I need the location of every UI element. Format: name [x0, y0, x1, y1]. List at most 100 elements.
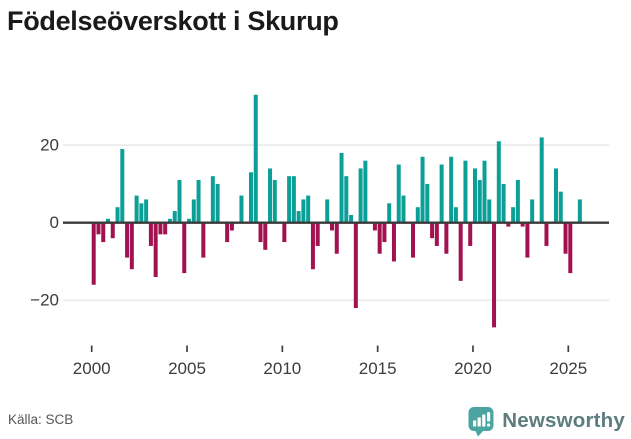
bar-2018Q2 [439, 164, 444, 223]
birth-surplus-bar-chart: 20 0 −20 2000 2005 2010 2015 2020 2025 [30, 94, 609, 378]
bar-2001Q3 [120, 149, 125, 223]
bar-2012Q3 [330, 222, 334, 231]
bar-2022Q3 [520, 222, 525, 227]
bar-2024Q3 [558, 191, 563, 223]
bar-2006Q2 [210, 176, 215, 223]
bar-2017Q1 [415, 207, 420, 223]
bar-2023Q3 [539, 137, 544, 223]
bar-2005Q4 [201, 222, 206, 258]
bar-2021Q3 [501, 183, 506, 223]
bar-2019Q4 [468, 222, 473, 246]
bar-2013Q3 [349, 214, 354, 223]
bar-2011Q2 [306, 195, 311, 223]
bar-2001Q4 [125, 222, 130, 258]
x-axis-label-2025: 2025 [549, 359, 587, 378]
bar-2005Q1 [187, 218, 192, 223]
newsworthy-wordmark: Newsworthy [502, 409, 625, 432]
bar-2020Q1 [472, 168, 477, 223]
bar-2011Q3 [310, 222, 315, 270]
bar-2004Q4 [182, 222, 187, 274]
bar-2012Q4 [334, 222, 339, 254]
bar-2011Q4 [315, 222, 320, 246]
bar-2020Q2 [477, 180, 482, 223]
chart-title: Födelseöverskott i Skurup [7, 6, 339, 36]
bar-2007Q2 [229, 222, 234, 231]
bar-2014Q1 [358, 168, 363, 223]
bar-2003Q3 [158, 222, 163, 235]
x-axis-label-2005: 2005 [168, 359, 206, 378]
x-axis-label-2015: 2015 [359, 359, 397, 378]
y-axis-label-20: 20 [40, 136, 59, 155]
bar-2002Q4 [144, 199, 149, 223]
bar-2017Q3 [425, 183, 430, 223]
source-credit: Källa: SCB [8, 412, 74, 427]
bar-2010Q1 [282, 222, 287, 243]
bar-2011Q1 [301, 199, 306, 223]
bar-2007Q4 [239, 195, 244, 223]
bar-2003Q1 [148, 222, 153, 246]
bar-2016Q4 [411, 222, 416, 258]
bar-2022Q2 [515, 180, 520, 223]
bar-2004Q3 [177, 180, 182, 223]
bar-2013Q4 [353, 222, 358, 308]
x-axis-label-2010: 2010 [263, 359, 301, 378]
bar-2023Q4 [544, 222, 549, 246]
bar-2002Q1 [129, 222, 134, 270]
newsworthy-brand: Newsworthy [467, 405, 625, 437]
bar-2000Q1 [91, 222, 96, 285]
bar-2017Q4 [430, 222, 435, 239]
bar-2021Q2 [496, 141, 501, 223]
bar-2009Q2 [268, 168, 273, 223]
bar-2024Q2 [554, 168, 559, 223]
bar-2020Q3 [482, 160, 487, 223]
bar-2006Q3 [215, 183, 220, 223]
bar-2008Q2 [248, 172, 253, 223]
bar-2003Q2 [153, 222, 158, 277]
bar-2012Q2 [325, 199, 330, 223]
bar-2000Q4 [105, 218, 110, 223]
bar-2008Q3 [253, 94, 258, 223]
bar-2022Q1 [511, 207, 516, 223]
x-axis-label-2020: 2020 [454, 359, 492, 378]
bar-2001Q2 [115, 207, 120, 223]
bar-2019Q3 [463, 160, 468, 223]
y-axis-label--20: −20 [30, 291, 59, 310]
bar-2021Q1 [492, 222, 497, 328]
bar-2010Q2 [287, 176, 292, 223]
bar-2019Q2 [458, 222, 463, 281]
bar-2016Q1 [396, 164, 401, 223]
bar-2000Q2 [96, 222, 101, 235]
bar-2005Q3 [196, 180, 201, 223]
bar-2023Q1 [530, 199, 535, 223]
bar-2015Q3 [387, 203, 392, 223]
bar-2016Q2 [401, 195, 406, 223]
bar-2013Q1 [339, 152, 344, 223]
bar-2009Q3 [272, 180, 277, 223]
bar-2018Q3 [444, 222, 449, 254]
bar-2018Q4 [449, 156, 454, 223]
bar-2003Q4 [163, 222, 168, 235]
bar-2007Q1 [225, 222, 230, 243]
x-axis-label-2000: 2000 [73, 359, 111, 378]
bar-2022Q4 [525, 222, 530, 258]
bar-2009Q1 [263, 222, 268, 250]
bar-2002Q2 [134, 195, 139, 223]
bar-2014Q4 [372, 222, 377, 231]
bar-2005Q2 [191, 199, 196, 223]
bar-2021Q4 [506, 222, 511, 227]
bar-2019Q1 [453, 207, 458, 223]
bar-2025Q3 [577, 199, 582, 223]
bar-2004Q1 [167, 218, 172, 223]
bar-2001Q1 [110, 222, 115, 239]
bar-2002Q3 [139, 203, 144, 223]
bar-2004Q2 [172, 211, 177, 223]
bar-2013Q2 [344, 176, 349, 223]
newsworthy-speech-bubble-chart-icon [468, 406, 494, 436]
bar-2008Q4 [258, 222, 263, 243]
bar-2015Q1 [377, 222, 382, 254]
bar-2000Q3 [101, 222, 106, 243]
bar-2020Q4 [487, 199, 492, 223]
y-axis-label-0: 0 [50, 213, 59, 232]
bar-2015Q4 [391, 222, 396, 262]
